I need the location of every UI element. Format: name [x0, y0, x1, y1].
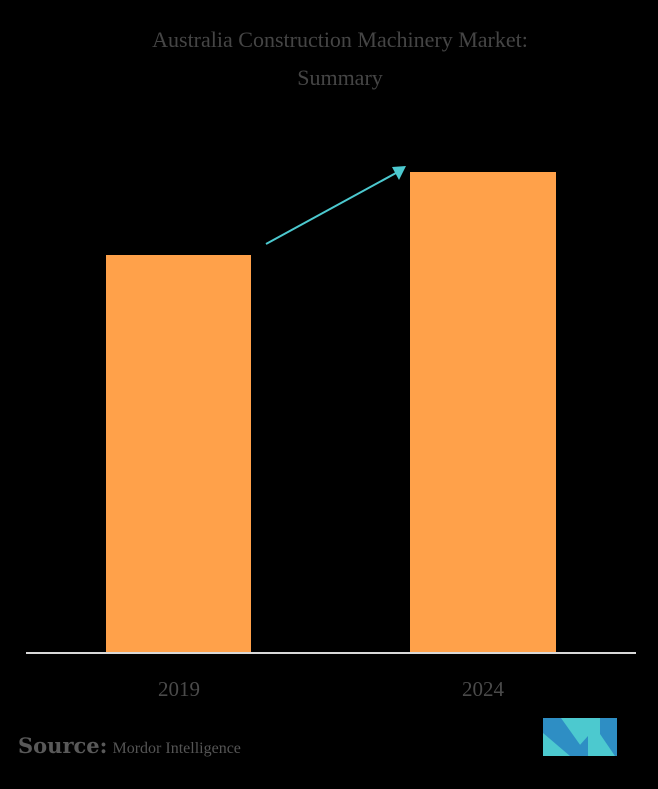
- x-tick-2024: 2024: [462, 677, 504, 701]
- source-value: Mordor Intelligence: [112, 740, 241, 757]
- chart-title-line-1: Australia Construction Machinery Market:: [152, 27, 528, 52]
- x-axis-line: [26, 652, 636, 654]
- bar-2024: [410, 172, 556, 652]
- bar-2019: [106, 255, 251, 652]
- chart-title-line-2: Summary: [297, 65, 383, 90]
- x-tick-2019: 2019: [158, 677, 200, 701]
- mordor-intelligence-logo-icon: [543, 718, 617, 756]
- source-label: Source:: [18, 733, 108, 758]
- source-attribution: Source: Mordor Intelligence: [18, 733, 241, 758]
